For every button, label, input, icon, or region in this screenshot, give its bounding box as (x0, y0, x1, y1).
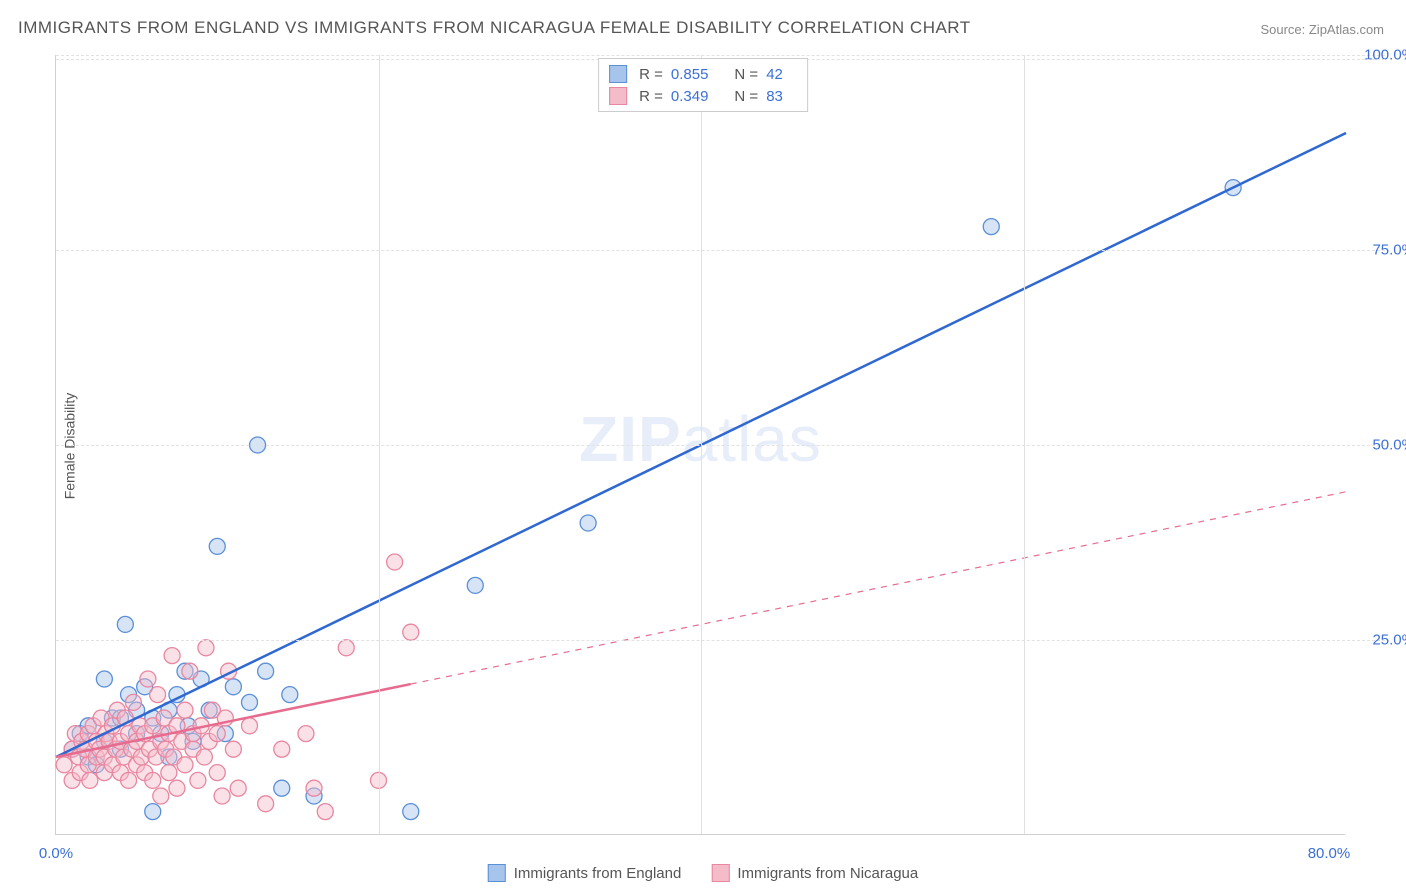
trend-line-dashed (411, 492, 1346, 684)
data-point (580, 515, 596, 531)
legend-label: Immigrants from England (514, 865, 682, 882)
data-point (242, 718, 258, 734)
legend-r-label: R = (639, 88, 663, 105)
data-point (161, 765, 177, 781)
data-point (209, 538, 225, 554)
y-tick-label: 100.0% (1364, 47, 1406, 64)
legend-n-value: 42 (766, 66, 783, 83)
legend-stat-row: R = 0.855 N = 42 (609, 63, 797, 85)
legend-n-label: N = (734, 88, 758, 105)
data-point (403, 624, 419, 640)
legend-swatch (609, 87, 627, 105)
data-point (198, 640, 214, 656)
gridline-h (56, 250, 1385, 251)
data-point (274, 741, 290, 757)
data-point (282, 687, 298, 703)
legend-stats: R = 0.855 N = 42 R = 0.349 N = 83 (598, 58, 808, 112)
data-point (225, 679, 241, 695)
gridline-h (56, 445, 1385, 446)
legend-label: Immigrants from Nicaragua (737, 865, 918, 882)
data-point (125, 694, 141, 710)
source-attribution: Source: ZipAtlas.com (1260, 22, 1384, 37)
legend-swatch (711, 864, 729, 882)
data-point (317, 804, 333, 820)
data-point (298, 726, 314, 742)
data-point (209, 765, 225, 781)
data-point (177, 702, 193, 718)
x-tick-label: 80.0% (1308, 845, 1351, 862)
data-point (182, 663, 198, 679)
y-tick-label: 50.0% (1372, 437, 1406, 454)
gridline-h (56, 640, 1385, 641)
data-point (96, 671, 112, 687)
legend-r-label: R = (639, 66, 663, 83)
data-point (150, 687, 166, 703)
legend-n-value: 83 (766, 88, 783, 105)
data-point (164, 648, 180, 664)
y-tick-label: 25.0% (1372, 632, 1406, 649)
data-point (258, 663, 274, 679)
data-point (56, 757, 72, 773)
data-point (230, 780, 246, 796)
gridline-h (56, 55, 1385, 56)
legend-swatch (488, 864, 506, 882)
legend-series: Immigrants from England Immigrants from N… (488, 864, 918, 882)
data-point (121, 772, 137, 788)
chart-title: IMMIGRANTS FROM ENGLAND VS IMMIGRANTS FR… (18, 18, 971, 38)
data-point (190, 772, 206, 788)
data-point (306, 780, 322, 796)
data-point (209, 726, 225, 742)
y-tick-label: 75.0% (1372, 242, 1406, 259)
data-point (140, 671, 156, 687)
data-point (153, 788, 169, 804)
data-point (274, 780, 290, 796)
data-point (242, 694, 258, 710)
data-point (196, 749, 212, 765)
legend-r-value: 0.349 (671, 88, 709, 105)
data-point (258, 796, 274, 812)
data-point (169, 780, 185, 796)
data-point (145, 772, 161, 788)
legend-r-value: 0.855 (671, 66, 709, 83)
legend-item: Immigrants from Nicaragua (711, 864, 918, 882)
data-point (403, 804, 419, 820)
chart-plot-area: ZIPatlas 25.0%50.0%75.0%100.0%0.0%80.0% (55, 55, 1345, 835)
data-point (467, 577, 483, 593)
legend-swatch (609, 65, 627, 83)
data-point (387, 554, 403, 570)
data-point (225, 741, 241, 757)
data-point (177, 757, 193, 773)
legend-n-label: N = (734, 66, 758, 83)
data-point (983, 219, 999, 235)
data-point (214, 788, 230, 804)
legend-item: Immigrants from England (488, 864, 682, 882)
data-point (117, 616, 133, 632)
data-point (338, 640, 354, 656)
gridline-v (1024, 55, 1025, 834)
data-point (82, 772, 98, 788)
gridline-v (379, 55, 380, 834)
x-tick-label: 0.0% (39, 845, 73, 862)
legend-stat-row: R = 0.349 N = 83 (609, 85, 797, 107)
gridline-v (701, 55, 702, 834)
data-point (145, 804, 161, 820)
